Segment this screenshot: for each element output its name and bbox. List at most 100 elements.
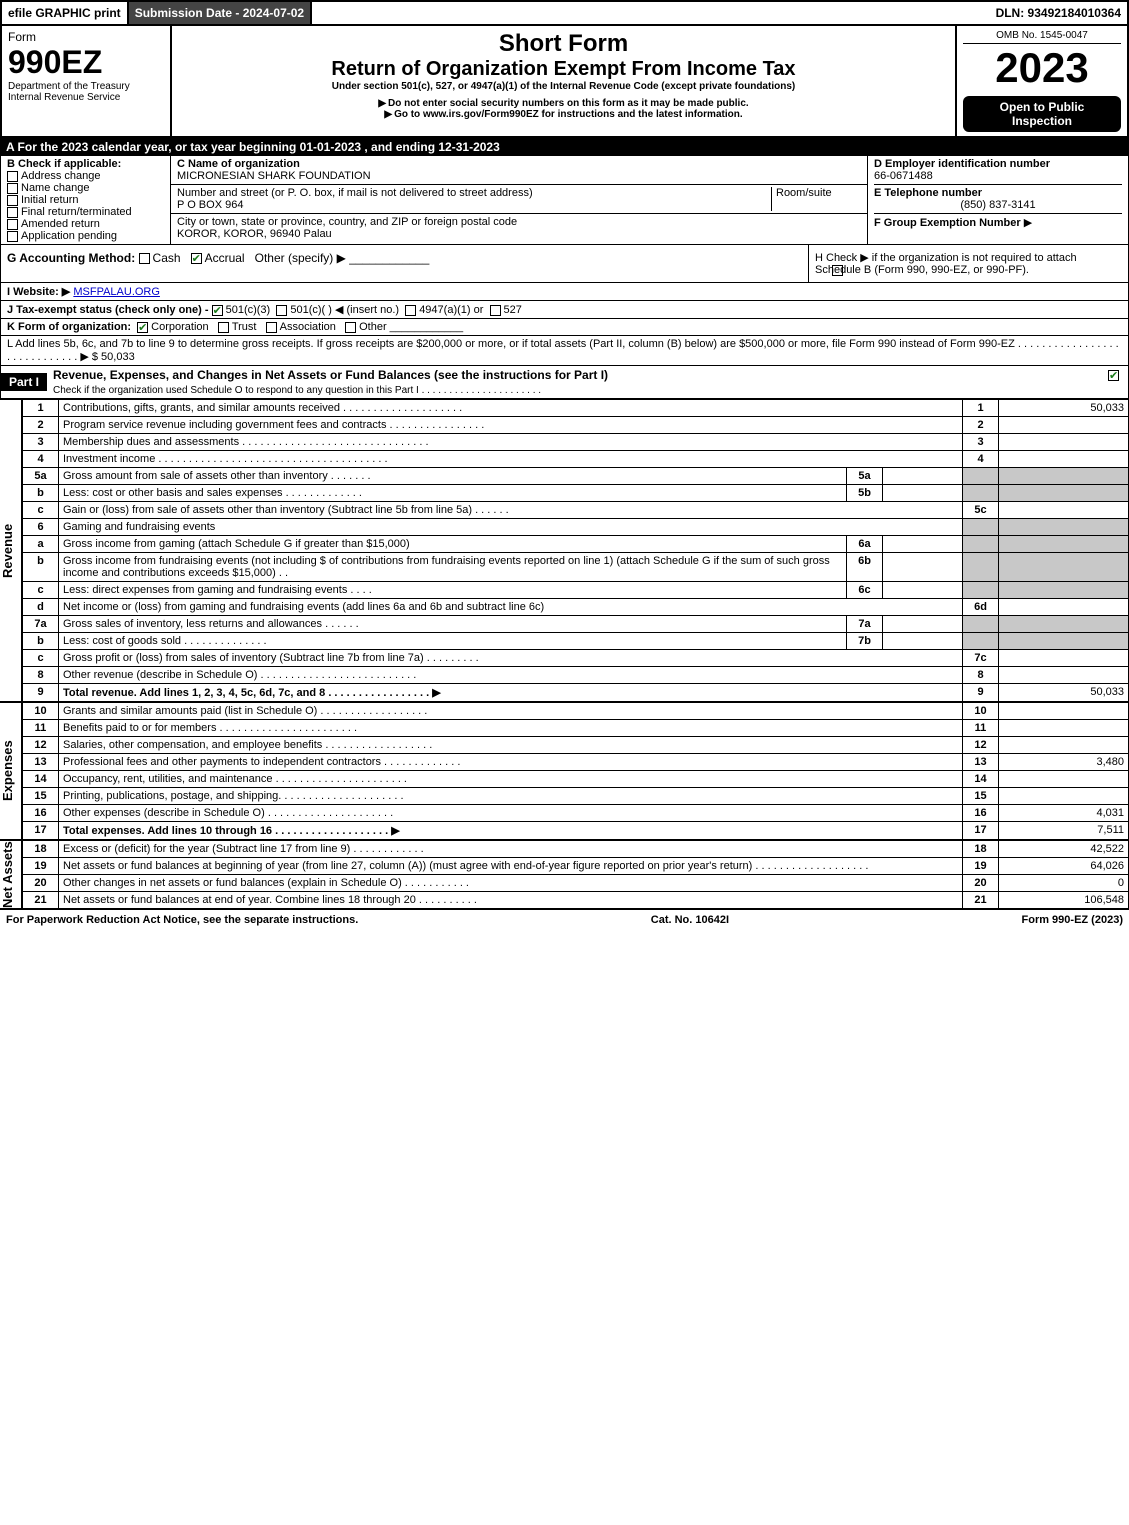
other-label: Other (specify) ▶ bbox=[255, 251, 346, 265]
header-left: Form 990EZ Department of the Treasury In… bbox=[2, 26, 172, 136]
line-18: 18Excess or (deficit) for the year (Subt… bbox=[23, 841, 1129, 858]
cb-trust[interactable] bbox=[218, 322, 229, 333]
goto-link[interactable]: Go to www.irs.gov/Form990EZ for instruct… bbox=[178, 109, 949, 120]
line-6d: dNet income or (loss) from gaming and fu… bbox=[23, 599, 1129, 616]
line-13: 13Professional fees and other payments t… bbox=[23, 754, 1129, 771]
main-title: Return of Organization Exempt From Incom… bbox=[178, 58, 949, 81]
j-501c3: 501(c)(3) bbox=[226, 304, 271, 316]
line-15: 15Printing, publications, postage, and s… bbox=[23, 788, 1129, 805]
gh-row: G Accounting Method: Cash Accrual Other … bbox=[0, 245, 1129, 283]
org-name: MICRONESIAN SHARK FOUNDATION bbox=[177, 170, 371, 182]
cb-name-label: Name change bbox=[21, 182, 90, 194]
header-center: Short Form Return of Organization Exempt… bbox=[172, 26, 957, 136]
section-b: B Check if applicable: Address change Na… bbox=[1, 156, 171, 244]
cb-initial-label: Initial return bbox=[21, 194, 78, 206]
line-5c: cGain or (loss) from sale of assets othe… bbox=[23, 502, 1129, 519]
line-6a: aGross income from gaming (attach Schedu… bbox=[23, 536, 1129, 553]
line-16: 16Other expenses (describe in Schedule O… bbox=[23, 805, 1129, 822]
part1-badge: Part I bbox=[1, 373, 47, 391]
expenses-table: 10Grants and similar amounts paid (list … bbox=[22, 702, 1129, 840]
c-name-label: C Name of organization bbox=[177, 158, 300, 170]
section-j: J Tax-exempt status (check only one) - 5… bbox=[0, 301, 1129, 319]
section-i: I Website: ▶ MSFPALAU.ORG bbox=[0, 283, 1129, 301]
room-suite: Room/suite bbox=[771, 187, 861, 211]
accrual-label: Accrual bbox=[205, 251, 245, 265]
form-number: 990EZ bbox=[8, 44, 164, 81]
line-6: 6Gaming and fundraising events bbox=[23, 519, 1129, 536]
i-label: I Website: ▶ bbox=[7, 286, 70, 298]
header-right: OMB No. 1545-0047 2023 Open to Public In… bbox=[957, 26, 1127, 136]
section-k: K Form of organization: Corporation Trus… bbox=[0, 319, 1129, 336]
line-6b: bGross income from fundraising events (n… bbox=[23, 553, 1129, 582]
line-2: 2Program service revenue including gover… bbox=[23, 417, 1129, 434]
line-5b: bLess: cost or other basis and sales exp… bbox=[23, 485, 1129, 502]
org-street: P O BOX 964 bbox=[177, 199, 243, 211]
form-word: Form bbox=[8, 30, 164, 44]
dept: Department of the Treasury bbox=[8, 81, 164, 92]
cash-label: Cash bbox=[153, 251, 181, 265]
top-bar: efile GRAPHIC print Submission Date - 20… bbox=[0, 0, 1129, 26]
section-h: H Check ▶ if the organization is not req… bbox=[808, 245, 1128, 282]
footer-right: Form 990-EZ (2023) bbox=[1022, 914, 1123, 926]
d-ein-label: D Employer identification number bbox=[874, 158, 1122, 170]
cb-h[interactable] bbox=[832, 265, 843, 276]
line-5a: 5aGross amount from sale of assets other… bbox=[23, 468, 1129, 485]
line-7a: 7aGross sales of inventory, less returns… bbox=[23, 616, 1129, 633]
cb-address[interactable]: Address change bbox=[7, 170, 164, 182]
cb-corp[interactable] bbox=[137, 322, 148, 333]
cb-pending[interactable]: Application pending bbox=[7, 230, 164, 242]
cb-amended[interactable]: Amended return bbox=[7, 218, 164, 230]
line-12: 12Salaries, other compensation, and empl… bbox=[23, 737, 1129, 754]
e-tel-label: E Telephone number bbox=[874, 184, 1122, 199]
line-20: 20Other changes in net assets or fund ba… bbox=[23, 875, 1129, 892]
part1-title: Revenue, Expenses, and Changes in Net As… bbox=[53, 368, 608, 382]
bcd-row: B Check if applicable: Address change Na… bbox=[0, 156, 1129, 245]
line-3: 3Membership dues and assessments . . . .… bbox=[23, 434, 1129, 451]
website-link[interactable]: MSFPALAU.ORG bbox=[73, 286, 160, 298]
line-4: 4Investment income . . . . . . . . . . .… bbox=[23, 451, 1129, 468]
netassets-table: 18Excess or (deficit) for the year (Subt… bbox=[22, 840, 1129, 909]
line-17: 17Total expenses. Add lines 10 through 1… bbox=[23, 822, 1129, 840]
c-city-label: City or town, state or province, country… bbox=[177, 216, 517, 228]
c-street-label: Number and street (or P. O. box, if mail… bbox=[177, 187, 533, 199]
section-g: G Accounting Method: Cash Accrual Other … bbox=[1, 245, 808, 282]
cb-initial[interactable]: Initial return bbox=[7, 194, 164, 206]
line-19: 19Net assets or fund balances at beginni… bbox=[23, 858, 1129, 875]
cb-501c3[interactable] bbox=[212, 305, 223, 316]
expenses-section: Expenses 10Grants and similar amounts pa… bbox=[0, 702, 1129, 840]
section-c: C Name of organization MICRONESIAN SHARK… bbox=[171, 156, 868, 244]
cb-name[interactable]: Name change bbox=[7, 182, 164, 194]
cb-4947[interactable] bbox=[405, 305, 416, 316]
k-assoc: Association bbox=[280, 321, 336, 333]
line-9: 9Total revenue. Add lines 1, 2, 3, 4, 5c… bbox=[23, 684, 1129, 702]
cb-final[interactable]: Final return/terminated bbox=[7, 206, 164, 218]
footer-center: Cat. No. 10642I bbox=[651, 914, 729, 926]
cb-address-label: Address change bbox=[21, 170, 101, 182]
efile-label[interactable]: efile GRAPHIC print bbox=[2, 2, 129, 24]
omb: OMB No. 1545-0047 bbox=[963, 30, 1121, 44]
cb-cash[interactable] bbox=[139, 253, 150, 264]
j-501c: 501(c)( ) ◀ (insert no.) bbox=[290, 304, 399, 316]
topbar-spacer bbox=[312, 2, 989, 24]
k-trust: Trust bbox=[232, 321, 257, 333]
line-14: 14Occupancy, rent, utilities, and mainte… bbox=[23, 771, 1129, 788]
short-form: Short Form bbox=[178, 30, 949, 58]
line-21: 21Net assets or fund balances at end of … bbox=[23, 892, 1129, 909]
line-7c: cGross profit or (loss) from sales of in… bbox=[23, 650, 1129, 667]
telephone: (850) 837-3141 bbox=[874, 199, 1122, 211]
cb-assoc[interactable] bbox=[266, 322, 277, 333]
dln: DLN: 93492184010364 bbox=[990, 2, 1127, 24]
ssn-warning: Do not enter social security numbers on … bbox=[178, 98, 949, 109]
footer: For Paperwork Reduction Act Notice, see … bbox=[0, 909, 1129, 930]
cb-527[interactable] bbox=[490, 305, 501, 316]
cb-part1-schedO[interactable] bbox=[1108, 370, 1119, 381]
cb-501c[interactable] bbox=[276, 305, 287, 316]
j-527: 527 bbox=[504, 304, 522, 316]
h-text: H Check ▶ if the organization is not req… bbox=[815, 252, 1077, 276]
cb-other[interactable] bbox=[345, 322, 356, 333]
section-a: A For the 2023 calendar year, or tax yea… bbox=[0, 138, 1129, 156]
cb-accrual[interactable] bbox=[191, 253, 202, 264]
footer-left: For Paperwork Reduction Act Notice, see … bbox=[6, 914, 358, 926]
public-inspection-badge: Open to Public Inspection bbox=[963, 96, 1121, 132]
line-8: 8Other revenue (describe in Schedule O) … bbox=[23, 667, 1129, 684]
